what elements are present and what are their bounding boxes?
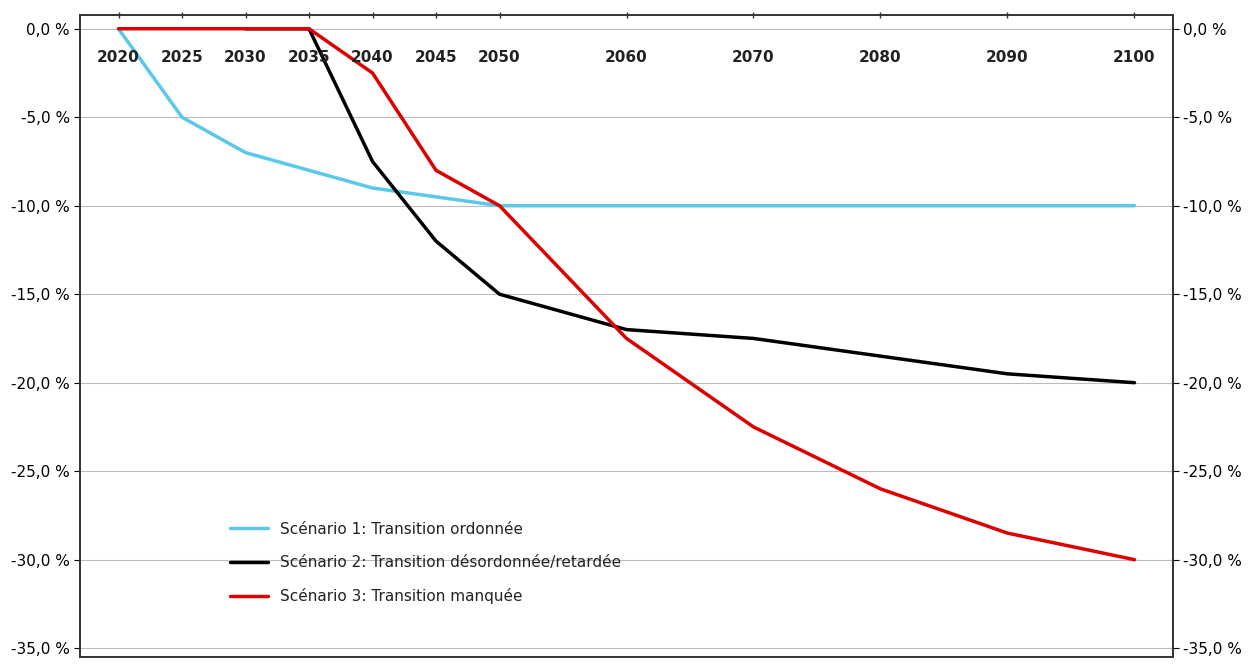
Scénario 3: Transition manquée: (2.06e+03, -17.5): Transition manquée: (2.06e+03, -17.5) (619, 334, 634, 342)
Text: 2050: 2050 (479, 50, 521, 65)
Scénario 3: Transition manquée: (2.04e+03, -2.5): Transition manquée: (2.04e+03, -2.5) (365, 69, 380, 77)
Scénario 3: Transition manquée: (2.03e+03, 0): Transition manquée: (2.03e+03, 0) (238, 25, 253, 33)
Scénario 1: Transition ordonnée: (2.04e+03, -8): Transition ordonnée: (2.04e+03, -8) (302, 166, 317, 174)
Text: 2035: 2035 (288, 50, 331, 65)
Scénario 1: Transition ordonnée: (2.05e+03, -10): Transition ordonnée: (2.05e+03, -10) (492, 202, 507, 210)
Scénario 1: Transition ordonnée: (2.02e+03, -5): Transition ordonnée: (2.02e+03, -5) (174, 113, 189, 121)
Scénario 1: Transition ordonnée: (2.04e+03, -9): Transition ordonnée: (2.04e+03, -9) (365, 184, 380, 192)
Scénario 2: Transition désordonnée/retardée: (2.03e+03, 0): Transition désordonnée/retardée: (2.03e+… (238, 25, 253, 33)
Scénario 2: Transition désordonnée/retardée: (2.07e+03, -17.5): Transition désordonnée/retardée: (2.07e+… (746, 334, 761, 342)
Scénario 3: Transition manquée: (2.08e+03, -26): Transition manquée: (2.08e+03, -26) (873, 485, 888, 493)
Text: 2025: 2025 (160, 50, 203, 65)
Scénario 3: Transition manquée: (2.07e+03, -22.5): Transition manquée: (2.07e+03, -22.5) (746, 423, 761, 431)
Scénario 3: Transition manquée: (2.09e+03, -28.5): Transition manquée: (2.09e+03, -28.5) (1000, 529, 1015, 537)
Scénario 2: Transition désordonnée/retardée: (2.06e+03, -17): Transition désordonnée/retardée: (2.06e+… (619, 326, 634, 334)
Text: 2060: 2060 (605, 50, 648, 65)
Scénario 2: Transition désordonnée/retardée: (2.08e+03, -18.5): Transition désordonnée/retardée: (2.08e+… (873, 352, 888, 360)
Scénario 3: Transition manquée: (2.04e+03, -8): Transition manquée: (2.04e+03, -8) (429, 166, 444, 174)
Scénario 1: Transition ordonnée: (2.04e+03, -9.5): Transition ordonnée: (2.04e+03, -9.5) (429, 193, 444, 201)
Scénario 2: Transition désordonnée/retardée: (2.05e+03, -15): Transition désordonnée/retardée: (2.05e+… (492, 290, 507, 298)
Scénario 3: Transition manquée: (2.02e+03, 0): Transition manquée: (2.02e+03, 0) (174, 25, 189, 33)
Scénario 3: Transition manquée: (2.05e+03, -10): Transition manquée: (2.05e+03, -10) (492, 202, 507, 210)
Text: 2020: 2020 (98, 50, 140, 65)
Scénario 1: Transition ordonnée: (2.07e+03, -10): Transition ordonnée: (2.07e+03, -10) (746, 202, 761, 210)
Scénario 2: Transition désordonnée/retardée: (2.04e+03, 0): Transition désordonnée/retardée: (2.04e+… (302, 25, 317, 33)
Text: 2045: 2045 (415, 50, 457, 65)
Line: Scénario 2: Transition désordonnée/retardée: Scénario 2: Transition désordonnée/retar… (246, 29, 1134, 383)
Scénario 2: Transition désordonnée/retardée: (2.04e+03, -12): Transition désordonnée/retardée: (2.04e+… (429, 237, 444, 245)
Scénario 3: Transition manquée: (2.04e+03, 0): Transition manquée: (2.04e+03, 0) (302, 25, 317, 33)
Scénario 2: Transition désordonnée/retardée: (2.09e+03, -19.5): Transition désordonnée/retardée: (2.09e+… (1000, 370, 1015, 378)
Scénario 2: Transition désordonnée/retardée: (2.04e+03, -7.5): Transition désordonnée/retardée: (2.04e+… (365, 157, 380, 165)
Scénario 1: Transition ordonnée: (2.09e+03, -10): Transition ordonnée: (2.09e+03, -10) (1000, 202, 1015, 210)
Text: 2040: 2040 (351, 50, 393, 65)
Scénario 1: Transition ordonnée: (2.03e+03, -7): Transition ordonnée: (2.03e+03, -7) (238, 149, 253, 157)
Text: 2030: 2030 (224, 50, 267, 65)
Text: 2080: 2080 (860, 50, 902, 65)
Line: Scénario 3: Transition manquée: Scénario 3: Transition manquée (119, 29, 1134, 559)
Scénario 1: Transition ordonnée: (2.08e+03, -10): Transition ordonnée: (2.08e+03, -10) (873, 202, 888, 210)
Line: Scénario 1: Transition ordonnée: Scénario 1: Transition ordonnée (119, 29, 1134, 206)
Text: 2100: 2100 (1113, 50, 1155, 65)
Scénario 1: Transition ordonnée: (2.1e+03, -10): Transition ordonnée: (2.1e+03, -10) (1126, 202, 1141, 210)
Text: 2070: 2070 (732, 50, 774, 65)
Legend: Scénario 1: Transition ordonnée, Scénario 2: Transition désordonnée/retardée, Sc: Scénario 1: Transition ordonnée, Scénari… (231, 522, 621, 604)
Scénario 3: Transition manquée: (2.02e+03, 0): Transition manquée: (2.02e+03, 0) (112, 25, 127, 33)
Scénario 1: Transition ordonnée: (2.02e+03, 0): Transition ordonnée: (2.02e+03, 0) (112, 25, 127, 33)
Scénario 2: Transition désordonnée/retardée: (2.1e+03, -20): Transition désordonnée/retardée: (2.1e+0… (1126, 379, 1141, 387)
Scénario 1: Transition ordonnée: (2.06e+03, -10): Transition ordonnée: (2.06e+03, -10) (619, 202, 634, 210)
Scénario 3: Transition manquée: (2.1e+03, -30): Transition manquée: (2.1e+03, -30) (1126, 555, 1141, 563)
Text: 2090: 2090 (986, 50, 1029, 65)
